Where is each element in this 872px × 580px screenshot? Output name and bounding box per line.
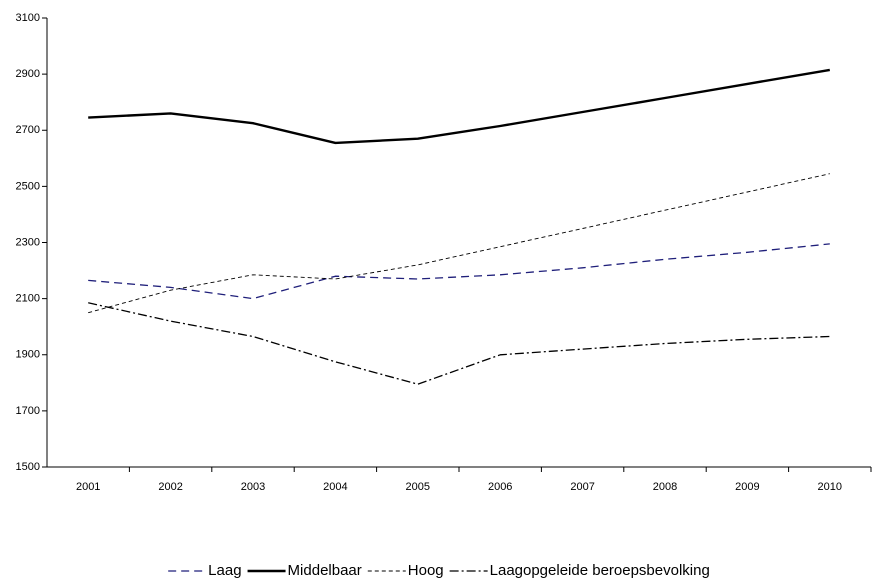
y-tick-label: 1900: [16, 349, 40, 361]
y-tick-label: 1500: [16, 461, 40, 473]
y-tick-label: 2900: [16, 68, 40, 80]
y-tick-label: 1700: [16, 405, 40, 417]
series-line: [88, 173, 830, 314]
x-tick-label: 2009: [735, 481, 759, 493]
x-tick-label: 2003: [241, 481, 265, 493]
y-tick-label: 2300: [16, 236, 40, 248]
y-tick-label: 2100: [16, 293, 40, 305]
series-line: [88, 302, 830, 385]
x-tick-label: 2005: [406, 481, 430, 493]
legend-label: Hoog: [408, 562, 444, 579]
y-tick-label: 3100: [16, 12, 40, 24]
x-tick-label: 2010: [818, 481, 842, 493]
legend-label: Middelbaar: [288, 562, 362, 579]
series-line: [88, 243, 830, 300]
x-tick-label: 2002: [158, 481, 182, 493]
x-tick-label: 2001: [76, 481, 100, 493]
y-tick-label: 2700: [16, 124, 40, 136]
legend-label: Laagopgeleide beroepsbevolking: [490, 562, 710, 579]
legend-label: Laag: [208, 562, 241, 579]
x-tick-label: 2004: [323, 481, 347, 493]
x-tick-label: 2007: [570, 481, 594, 493]
series-line: [88, 68, 831, 145]
x-tick-label: 2006: [488, 481, 512, 493]
x-tick-label: 2008: [653, 481, 677, 493]
y-tick-label: 2500: [16, 180, 40, 192]
legend: Laag Middelbaar Hoog Laagopgeleide beroepsb…: [168, 562, 710, 579]
